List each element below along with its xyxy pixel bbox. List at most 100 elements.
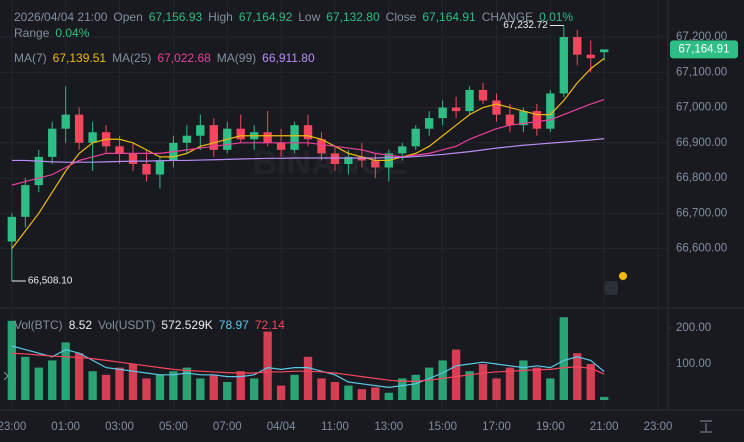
volume-bar <box>371 387 380 400</box>
candle-body <box>465 89 474 112</box>
x-tick-label: 04/04 <box>267 421 296 433</box>
y-tick-label: 66,900.00 <box>676 137 727 149</box>
candle-body <box>330 153 340 164</box>
candle-body <box>290 125 299 150</box>
field-value: 67,164.92 <box>238 10 293 24</box>
volume-bar <box>425 367 434 400</box>
volume-usdt-value: 572.529K <box>161 318 213 332</box>
y-tick-label: 66,700.00 <box>676 207 727 219</box>
ma-name: MA(99) <box>216 51 257 65</box>
volume-ma-line <box>11 352 605 382</box>
range-row: Range 0.04% <box>14 26 89 40</box>
candle-body <box>88 132 97 143</box>
volume-bar <box>249 378 259 400</box>
volume-bar <box>263 331 272 400</box>
indicator-icon[interactable] <box>604 281 618 295</box>
volume-bar <box>115 367 124 400</box>
ma-row: MA(7) 67,139.51 MA(25) 67,022.68 MA(99) 66,91… <box>14 51 315 65</box>
candle-body <box>21 185 30 217</box>
candle-body <box>492 100 501 115</box>
candle-body <box>559 37 568 94</box>
volume-bar <box>48 360 57 400</box>
high-label: 67,232.72 <box>503 20 548 31</box>
candle-body <box>425 118 434 129</box>
candle-body <box>398 146 407 154</box>
volume-bar <box>101 374 111 400</box>
field-value: 67,164.91 <box>422 10 476 24</box>
volume-bar <box>505 367 515 400</box>
candle-body <box>209 125 218 150</box>
low-label: 66,508.10 <box>28 276 73 287</box>
ma-value: 67,139.51 <box>52 51 107 65</box>
volume-bar <box>7 320 17 400</box>
x-tick-label: 23:00 <box>0 421 26 433</box>
volume-bar <box>142 378 151 400</box>
candle-body <box>505 114 515 126</box>
volume-bar <box>209 374 218 400</box>
volume-bar <box>34 367 43 400</box>
x-tick-label: 15:00 <box>428 421 457 433</box>
ma-name: MA(7) <box>14 51 47 65</box>
volume-bar <box>344 385 353 400</box>
timestamp: 2026/04/04 21:00 <box>14 10 108 24</box>
candle-body <box>371 160 380 168</box>
volume-bar <box>330 382 340 400</box>
candle-body <box>34 156 43 186</box>
volume-usdt-name: Vol(USDT) <box>98 318 156 332</box>
volume-value: 8.52 <box>68 318 93 332</box>
volume-bar <box>384 392 393 400</box>
candle-body <box>532 111 542 129</box>
field-value: 0.01% <box>539 10 574 24</box>
ma-line <box>11 98 605 186</box>
volume-bar <box>223 382 232 400</box>
volume-ma-value: 72.14 <box>254 318 285 332</box>
expand-arrow[interactable] <box>3 371 9 381</box>
candle-body <box>7 216 17 242</box>
candle-body <box>155 160 165 175</box>
volume-tick-label: 200.00 <box>676 322 711 334</box>
field-name: Close <box>385 10 417 24</box>
volume-bar <box>411 374 420 400</box>
candle-body <box>128 153 138 164</box>
last-price-label: 67,164.91 <box>678 43 729 55</box>
volume-bar <box>519 360 528 400</box>
candle-body <box>142 163 151 175</box>
volume-bar <box>586 364 595 400</box>
candle-body <box>478 89 488 101</box>
candle-body <box>600 49 609 53</box>
volume-row: Vol(BTC) 8.52 Vol(USDT) 572.529K 78.97 72.14 <box>14 318 285 332</box>
volume-bar <box>600 396 609 400</box>
volume-bar <box>559 317 568 400</box>
scale-button[interactable] <box>700 420 712 433</box>
volume-bar <box>74 353 84 400</box>
field-value: 67,156.93 <box>148 10 203 24</box>
field-name: Low <box>298 10 321 24</box>
volume-bar <box>196 378 205 400</box>
range-name: Range <box>14 26 50 40</box>
volume-bar <box>21 356 30 400</box>
volume-name: Vol(BTC) <box>14 318 63 332</box>
range-value: 0.04% <box>55 26 90 40</box>
x-tick-label: 07:00 <box>213 421 242 433</box>
field-name: Open <box>113 10 143 24</box>
ma-name: MA(25) <box>112 51 152 65</box>
x-tick-label: 13:00 <box>374 421 403 433</box>
candle-body <box>303 125 313 140</box>
candle-body <box>344 156 353 164</box>
x-tick-label: 01:00 <box>51 421 80 433</box>
candle-body <box>236 128 245 140</box>
volume-bar <box>88 371 97 400</box>
watermark: BINANCE <box>253 144 408 182</box>
volume-bar <box>492 378 501 400</box>
candle-body <box>451 107 461 112</box>
y-tick-label: 66,600.00 <box>676 243 727 255</box>
volume-bar <box>532 367 542 400</box>
volume-bar <box>128 364 138 400</box>
volume-bar <box>438 360 447 400</box>
ohlc-row: 2026/04/04 21:00 Open 67,156.93 High 67,164.… <box>14 10 573 24</box>
candle-body <box>573 37 582 55</box>
ma-line <box>11 138 605 163</box>
volume-bar <box>155 374 165 400</box>
